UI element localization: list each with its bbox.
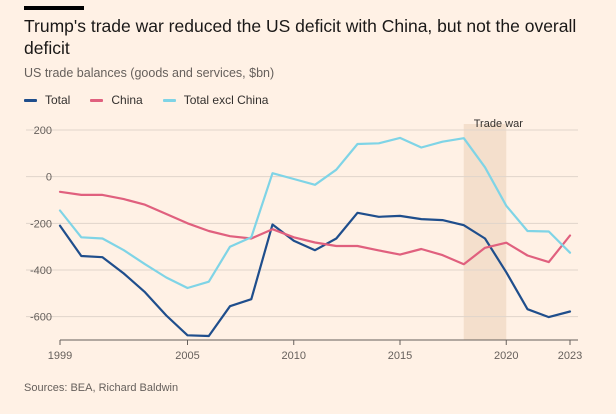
series-line-china	[58, 190, 572, 266]
series-line-total	[58, 211, 572, 338]
top-rule	[24, 6, 84, 10]
legend-item-china: China	[90, 93, 143, 107]
series-line-total-excl-china	[58, 136, 572, 290]
legend-item-total: Total	[24, 93, 70, 107]
trade-war-band	[463, 124, 507, 340]
legend-label-total-excl-china: Total excl China	[183, 93, 269, 107]
legend: Total China Total excl China	[24, 93, 288, 107]
legend-label-china: China	[111, 93, 143, 107]
source-note: Sources: BEA, Richard Baldwin	[24, 382, 179, 394]
x-tick-label: 2010	[282, 350, 306, 362]
x-tick-label: 2005	[175, 350, 199, 362]
x-tick-label: 2015	[388, 350, 412, 362]
legend-swatch-total-excl-china	[162, 98, 176, 102]
legend-item-total-excl-china: Total excl China	[162, 93, 269, 107]
trade-war-label: Trade war	[474, 118, 523, 130]
x-tick-label: 2020	[494, 350, 518, 362]
x-tick-label: 1999	[48, 350, 72, 362]
legend-label-total: Total	[45, 93, 71, 107]
y-tick-label: -600	[30, 312, 52, 324]
chart-subtitle: US trade balances (goods and services, $…	[24, 66, 275, 80]
y-tick-label: -200	[30, 218, 52, 230]
legend-swatch-china	[90, 98, 104, 102]
y-tick-label: 0	[46, 172, 52, 184]
y-tick-label: 200	[34, 125, 52, 137]
chart-title: Trump's trade war reduced the US deficit…	[24, 16, 577, 58]
legend-swatch-total	[24, 98, 37, 102]
y-tick-label: -400	[30, 265, 52, 277]
x-tick-label: 2023	[558, 350, 582, 362]
